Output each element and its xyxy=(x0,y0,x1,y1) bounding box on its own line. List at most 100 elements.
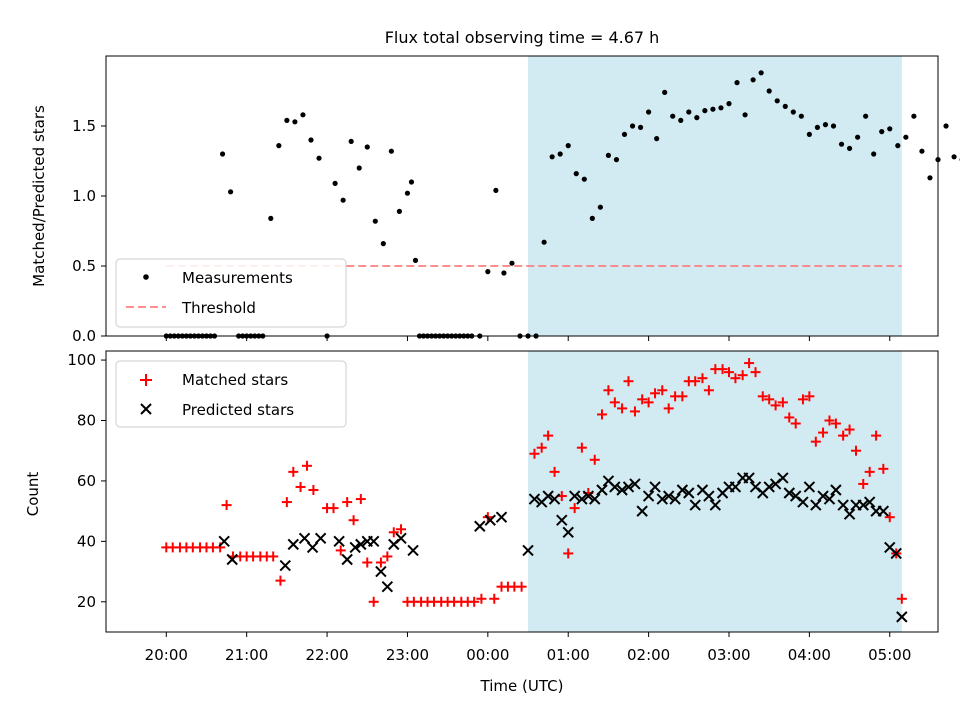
matched-star-point xyxy=(884,512,895,523)
measurement-point xyxy=(300,112,306,118)
top-y-tick-label: 0.0 xyxy=(72,327,96,345)
measurement-point xyxy=(662,89,668,95)
top-legend-box xyxy=(115,258,347,328)
bottom-y-tick-label: 60 xyxy=(77,472,96,490)
measurement-point xyxy=(493,187,499,193)
predicted-star-point xyxy=(629,478,641,490)
measurement-point xyxy=(549,154,555,160)
matched-star-point xyxy=(516,581,527,592)
measurement-point xyxy=(396,208,403,214)
predicted-star-point xyxy=(314,532,327,545)
measurement-point xyxy=(830,123,837,129)
predicted-star-point xyxy=(287,538,300,551)
bottom-y-axis-label: Count xyxy=(24,472,42,517)
bottom-legend: Matched stars Predicted stars xyxy=(115,360,347,428)
matched-star-point xyxy=(335,545,346,556)
matched-star-point xyxy=(549,466,560,477)
measurement-point xyxy=(412,257,419,263)
measurement-point xyxy=(702,108,708,114)
bottom-legend-box xyxy=(115,360,347,428)
measurement-point xyxy=(581,176,587,182)
predicted-star-point xyxy=(589,493,601,505)
measurement-point xyxy=(509,260,515,266)
bottom-predicted-points xyxy=(218,472,908,623)
top-y-tick-label: 1.5 xyxy=(72,117,96,135)
measurement-point xyxy=(541,239,547,245)
legend-matched-label: Matched stars xyxy=(182,371,288,389)
measurement-point xyxy=(404,190,411,196)
matched-star-point xyxy=(830,418,841,429)
matched-star-point xyxy=(355,494,366,505)
predicted-star-point xyxy=(676,484,689,496)
matched-star-point xyxy=(375,557,386,568)
measurement-point xyxy=(774,98,780,104)
measurement-point xyxy=(268,215,274,221)
predicted-star-point xyxy=(857,499,869,511)
predicted-star-point xyxy=(703,490,715,502)
matched-star-point xyxy=(388,527,399,538)
matched-star-point xyxy=(764,394,775,405)
predicted-star-point xyxy=(495,511,508,523)
matched-star-point xyxy=(215,542,226,553)
predicted-star-point xyxy=(576,493,588,505)
measurement-point xyxy=(871,151,877,157)
bottom-y-tick-label: 20 xyxy=(77,593,96,611)
predicted-star-point xyxy=(689,499,701,511)
predicted-star-point xyxy=(656,493,668,505)
chart-title: Flux total observing time = 4.67 h xyxy=(385,28,660,47)
top-shaded-region xyxy=(528,56,902,336)
matched-star-point xyxy=(629,406,640,417)
measurement-point xyxy=(742,112,748,118)
bottom-y-tick-label: 100 xyxy=(67,351,96,369)
measurement-point xyxy=(219,151,226,157)
measurement-point xyxy=(814,124,821,130)
matched-star-point xyxy=(295,481,306,492)
measurement-point xyxy=(758,70,764,76)
x-tick-label: 04:00 xyxy=(788,646,831,664)
x-tick-label: 05:00 xyxy=(868,646,911,664)
predicted-star-point xyxy=(823,493,836,505)
bottom-y-tick-label: 80 xyxy=(77,411,96,429)
measurement-point xyxy=(629,123,636,129)
predicted-star-point xyxy=(642,490,655,502)
matched-star-point xyxy=(396,524,407,535)
measurement-point xyxy=(380,241,386,247)
predicted-star-point xyxy=(522,544,534,557)
matched-star-point xyxy=(871,430,882,441)
measurement-point xyxy=(646,109,652,115)
legend-measurements-marker xyxy=(143,274,149,280)
measurement-point xyxy=(654,136,660,142)
bottom-y-tick-label: 40 xyxy=(77,532,96,550)
bottom-shaded-region xyxy=(528,351,902,632)
predicted-star-point xyxy=(817,490,829,502)
matched-star-point xyxy=(382,551,393,562)
top-panel: 0.0 0.5 1.0 1.5 Matched/Predicted stars Mea… xyxy=(30,55,960,345)
matched-star-point xyxy=(328,503,339,514)
measurement-point xyxy=(276,143,282,149)
predicted-star-point xyxy=(843,508,856,520)
measurement-point xyxy=(750,77,756,83)
matched-star-point xyxy=(529,448,540,459)
bottom-matched-points xyxy=(161,358,907,607)
measurement-point xyxy=(589,215,595,221)
matched-star-point xyxy=(657,385,668,396)
predicted-star-point xyxy=(562,526,574,538)
matched-star-point xyxy=(723,367,734,378)
predicted-star-point xyxy=(474,520,486,532)
measurement-point xyxy=(613,157,620,163)
measurement-point xyxy=(951,154,957,160)
predicted-star-point xyxy=(407,544,419,557)
measurement-point xyxy=(597,204,603,210)
matched-star-point xyxy=(737,370,748,381)
legend-threshold-label: Threshold xyxy=(181,299,256,317)
matched-star-point xyxy=(288,466,299,477)
predicted-star-point xyxy=(542,490,554,502)
measurement-point xyxy=(710,106,716,112)
measurement-point xyxy=(838,141,845,147)
measurement-point xyxy=(798,113,804,119)
matched-star-point xyxy=(770,400,781,411)
predicted-star-point xyxy=(763,481,775,493)
matched-star-point xyxy=(268,551,279,562)
predicted-star-point xyxy=(837,499,849,511)
